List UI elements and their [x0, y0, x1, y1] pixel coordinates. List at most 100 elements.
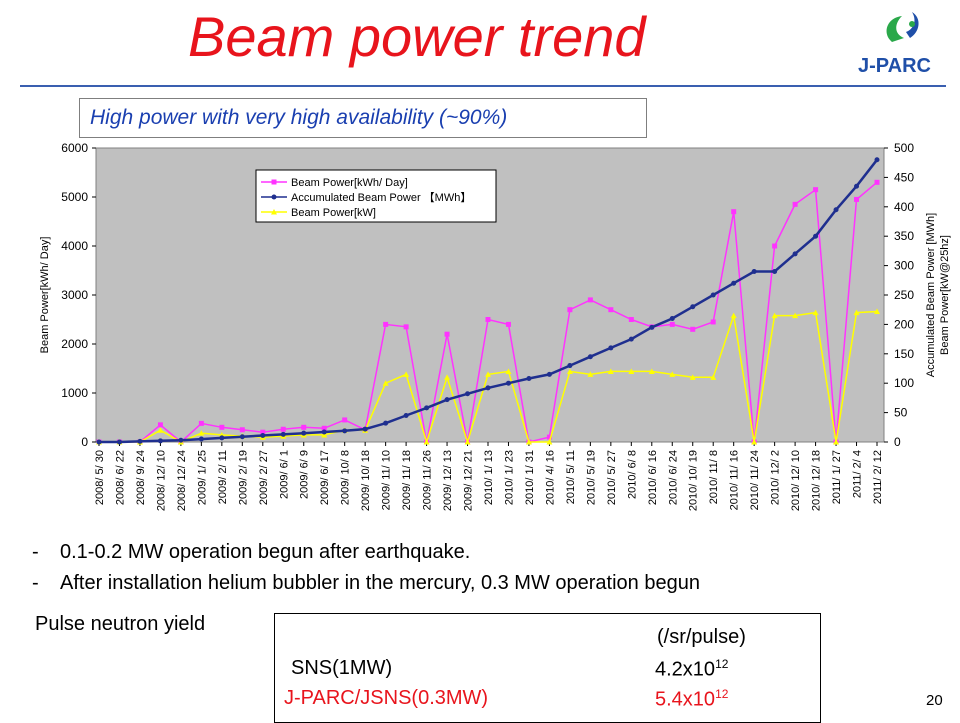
data-point [853, 309, 860, 316]
bullet-item: -0.1-0.2 MW operation begun after earthq… [32, 537, 700, 568]
data-point [301, 430, 307, 436]
y-right-tick-label: 150 [894, 347, 914, 361]
data-point [751, 268, 757, 274]
x-tick-label: 2010/ 1/ 13 [483, 450, 495, 505]
data-point [874, 308, 880, 314]
beam-power-chart: 0 1000 2000 3000 4000 5000 6000 0 50 100 150 200 250… [39, 141, 951, 511]
data-point [813, 233, 819, 239]
y-right-tick-label: 100 [894, 376, 914, 390]
data-point [587, 354, 593, 360]
yield-table: (/sr/pulse) SNS(1MW) 4.2x1012 J-PARC/JSN… [274, 613, 821, 723]
data-point [342, 417, 348, 423]
data-point [833, 207, 839, 213]
data-point [424, 405, 430, 411]
data-point [505, 321, 511, 327]
data-point [567, 363, 573, 369]
x-tick-label: 2008/ 12/ 10 [155, 450, 167, 511]
data-point [403, 413, 409, 419]
x-tick-label: 2009/ 1/ 25 [196, 450, 208, 505]
y-left-tick-label: 0 [81, 435, 88, 449]
data-point [403, 371, 410, 377]
data-point [690, 326, 696, 332]
y-right-tick-label: 200 [894, 317, 914, 331]
data-point [710, 374, 717, 380]
bullet-marker: - [32, 572, 39, 594]
data-point [812, 309, 819, 316]
data-point [505, 368, 512, 374]
y-left-tick-label: 3000 [61, 288, 88, 302]
x-tick-label: 2010/ 5/ 27 [606, 450, 618, 505]
data-point [669, 371, 676, 377]
y-right-axis-label: Beam Power[kW@25hz] [939, 235, 951, 355]
x-tick-label: 2009/ 6/ 9 [299, 450, 311, 499]
logo-swirl-icon [886, 12, 919, 42]
data-point [157, 438, 163, 444]
data-point [301, 424, 307, 430]
data-point [178, 437, 184, 443]
y-right-tick-label: 400 [894, 200, 914, 214]
legend-marker [271, 209, 277, 215]
data-point [731, 209, 737, 215]
x-tick-label: 2008/ 12/ 24 [176, 450, 188, 511]
data-point [607, 368, 614, 374]
data-point [505, 380, 511, 386]
x-tick-label: 2008/ 9/ 24 [135, 450, 147, 505]
data-point [771, 312, 778, 319]
x-tick-label: 2009/ 2/ 27 [258, 450, 270, 505]
data-point [792, 312, 799, 319]
subtitle: High power with very high availability (… [90, 106, 508, 129]
y-left-tick-label: 6000 [61, 141, 88, 155]
data-point [628, 336, 634, 342]
data-point [587, 371, 594, 377]
bullet-list: -0.1-0.2 MW operation begun after earthq… [32, 537, 700, 599]
data-point [731, 280, 737, 286]
bullet-item: - After installation helium bubbler in th… [32, 568, 700, 599]
data-point [526, 375, 532, 381]
x-tick-label: 2010/ 11/ 8 [708, 450, 720, 504]
x-tick-label: 2010/ 1/ 23 [503, 450, 515, 505]
data-point [321, 429, 327, 435]
x-tick-label: 2008/ 5/ 30 [94, 450, 106, 505]
legend-marker [271, 179, 277, 185]
data-point [628, 368, 635, 374]
y-right-tick-label: 350 [894, 229, 914, 243]
data-point [792, 201, 798, 207]
x-tick-label: 2010/ 12/ 2 [770, 450, 782, 505]
yield-jparc: 5.4x1012 [655, 687, 728, 712]
x-tick-label: 2010/ 5/ 19 [585, 450, 597, 505]
x-tick-label: 2009/ 11/ 26 [422, 450, 434, 510]
x-tick-label: 2010/ 5/ 11 [565, 450, 577, 504]
x-tick-label: 2010/ 1/ 31 [524, 450, 536, 505]
yield-sns-base: 4.2x10 [655, 658, 716, 681]
data-point [464, 439, 471, 445]
yield-jparc-base: 5.4x10 [655, 688, 716, 711]
data-point [546, 439, 553, 445]
facility-sns: SNS(1MW) [291, 657, 393, 679]
legend-label: Beam Power[kWh/ Day] [291, 177, 408, 189]
y-left-tick-label: 5000 [61, 190, 88, 204]
data-point [874, 157, 880, 163]
page-number: 20 [926, 692, 943, 709]
x-tick-label: 2010/ 10/ 19 [688, 450, 700, 511]
data-point [689, 374, 696, 380]
y-right-tick-label: 450 [894, 170, 914, 184]
x-tick-label: 2008/ 6/ 22 [114, 450, 126, 505]
data-point [710, 319, 716, 325]
data-point [546, 434, 552, 440]
y-left-tick-label: 4000 [61, 239, 88, 253]
x-tick-label: 2011/ 2/ 12 [872, 450, 884, 504]
data-point [444, 374, 451, 380]
yield-sns-exp: 12 [715, 657, 729, 671]
data-point [772, 268, 778, 274]
x-tick-label: 2009/ 12/ 13 [442, 450, 454, 511]
j-parc-logo: J-PARC [858, 12, 931, 77]
data-point [342, 428, 348, 434]
data-point [198, 430, 205, 436]
bullet-text: 0.1-0.2 MW operation begun after earthqu… [60, 541, 471, 563]
x-tick-label: 2010/ 6/ 24 [667, 450, 679, 505]
x-tick-label: 2009/ 2/ 19 [237, 450, 249, 505]
yield-sns: 4.2x1012 [655, 657, 728, 682]
legend-box [255, 169, 497, 223]
x-tick-label: 2009/ 2/ 11 [217, 450, 229, 504]
y-right-tick-label: 0 [894, 435, 901, 449]
